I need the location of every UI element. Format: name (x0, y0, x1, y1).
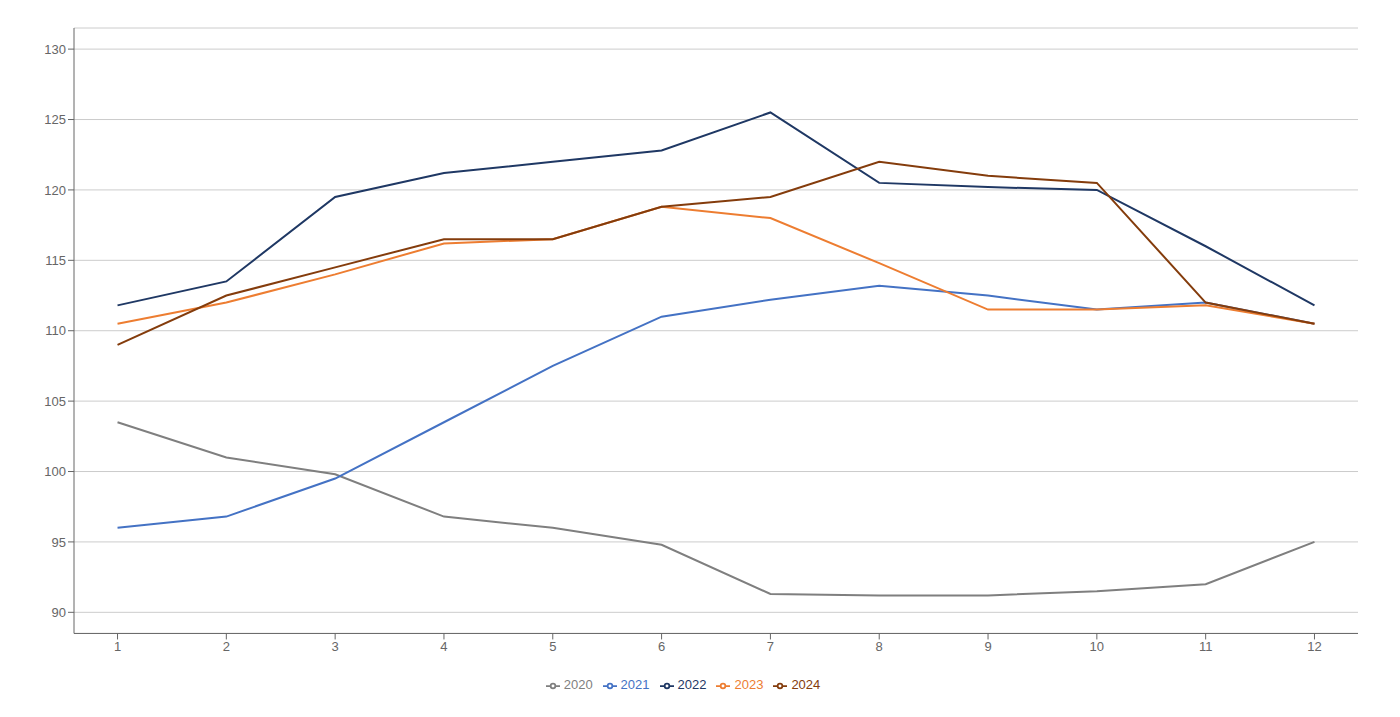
svg-text:7: 7 (767, 639, 774, 654)
html-text:2023: 2023 (734, 677, 764, 693)
svg-text:10: 10 (1090, 639, 1104, 654)
svg-text:1: 1 (114, 639, 121, 654)
html-text:2022: 2022 (677, 677, 707, 693)
svg-text:4: 4 (440, 639, 447, 654)
svg-text:12: 12 (1307, 639, 1321, 654)
svg-text:95: 95 (52, 535, 66, 550)
svg-text:9: 9 (984, 639, 991, 654)
svg-text:11: 11 (1199, 639, 1213, 654)
svg-text:130: 130 (44, 42, 66, 57)
svg-text:2: 2 (223, 639, 230, 654)
svg-text:90: 90 (52, 605, 66, 620)
svg-text:5: 5 (549, 639, 556, 654)
svg-text:100: 100 (44, 464, 66, 479)
svg-text:120: 120 (44, 183, 66, 198)
html-text:2020: 2020 (563, 677, 593, 693)
html-text:2021: 2021 (620, 677, 650, 693)
svg-text:125: 125 (44, 112, 66, 127)
svg-text:115: 115 (45, 253, 66, 268)
svg-text:6: 6 (658, 639, 665, 654)
svg-text:3: 3 (332, 639, 339, 654)
svg-text:105: 105 (44, 394, 66, 409)
svg-text:8: 8 (876, 639, 883, 654)
html-text:2024: 2024 (791, 677, 821, 693)
svg-text:110: 110 (45, 323, 66, 338)
